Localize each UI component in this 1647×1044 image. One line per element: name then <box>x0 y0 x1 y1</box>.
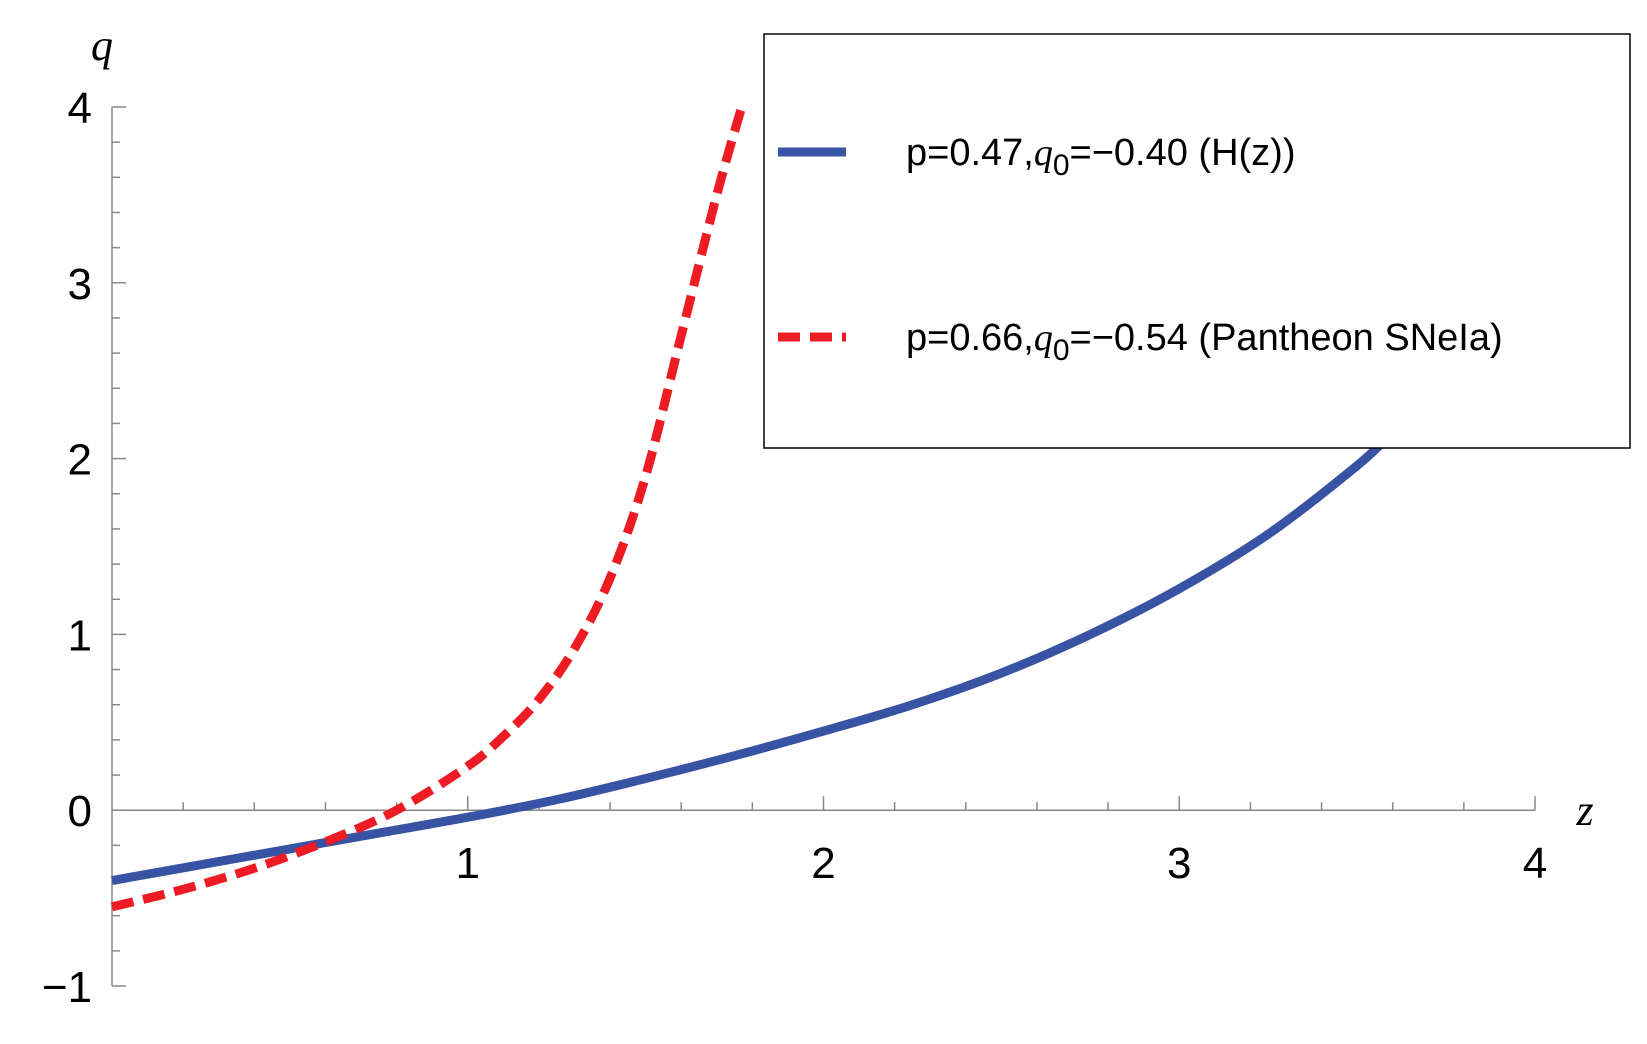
y-tick-label: 0 <box>68 787 92 836</box>
y-tick-label: 4 <box>68 84 92 133</box>
x-tick-label: 1 <box>456 839 480 888</box>
y-tick-label: −1 <box>42 963 92 1012</box>
legend: p=0.47,q0=−0.40 (H(z)) p=0.66,q0=−0.54 (… <box>763 33 1631 449</box>
legend-box <box>763 33 1631 449</box>
x-tick-label: 3 <box>1167 839 1191 888</box>
series-layer <box>110 105 1396 912</box>
series-line-pantheon <box>110 105 747 912</box>
x-axis-label: z <box>1575 786 1593 835</box>
x-tick-label: 2 <box>811 839 835 888</box>
x-tick-label: 4 <box>1523 839 1547 888</box>
axes: 1 2 3 4 −1 0 1 2 3 4 q z <box>42 21 1594 1012</box>
series-line-h-of-z <box>111 428 1396 885</box>
legend-label-h-of-z: p=0.47,q0=−0.40 (H(z)) <box>906 132 1296 182</box>
y-tick-label: 3 <box>68 260 92 309</box>
legend-label-pantheon: p=0.66,q0=−0.54 (Pantheon SNeIa) <box>906 317 1503 367</box>
y-tick-label: 2 <box>68 436 92 485</box>
y-tick-label: 1 <box>68 611 92 660</box>
y-axis-label: q <box>91 21 113 70</box>
